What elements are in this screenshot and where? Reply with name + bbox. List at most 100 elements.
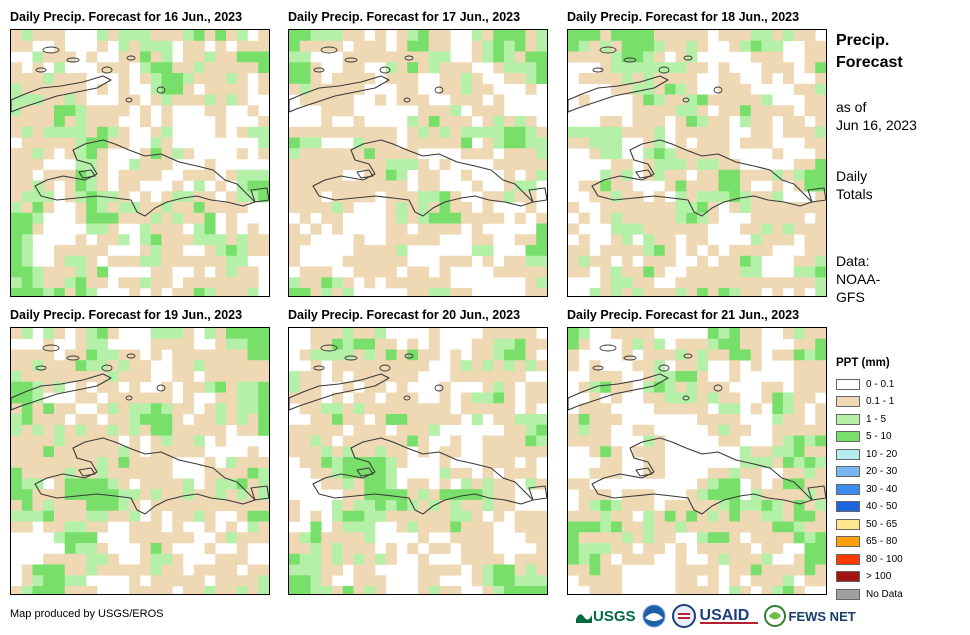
precip-cell [729,414,741,426]
precip-cell [664,288,676,296]
precip-cell [793,521,805,533]
precip-cell [536,169,547,181]
precip-cell [815,532,826,544]
precip-cell [418,553,430,565]
precip-cell [364,277,376,289]
precip-cell [772,478,784,490]
precip-cell [204,73,216,85]
precip-cell [161,543,173,555]
precip-cell [64,126,76,138]
precip-cell [439,403,451,415]
precip-cell [407,94,419,106]
legend-swatch [836,448,860,460]
precip-cell [772,575,784,587]
precip-cell [161,255,173,267]
precip-cell [43,403,55,415]
precip-cell [686,371,698,383]
precip-cell [664,169,676,181]
precip-cell [729,288,741,296]
precip-cell [750,105,762,117]
precip-cell [75,543,87,555]
precip-cell [21,83,33,95]
precip-cell [172,360,184,372]
precip-cell [514,137,526,149]
precip-cell [632,277,644,289]
precip-cell [215,338,227,350]
precip-cell [783,62,795,74]
precip-cell [686,245,698,257]
precip-cell [129,435,141,447]
precip-cell [107,360,119,372]
precip-cell [299,73,311,85]
precip-cell [342,360,354,372]
precip-cell [161,500,173,512]
precip-cell [364,392,376,404]
precip-cell [299,180,311,192]
precip-cell [258,73,269,85]
precip-cell [183,381,195,393]
precip-cell [140,212,152,224]
precip-cell [611,51,623,63]
precip-cell [536,381,547,393]
precip-cell [718,105,730,117]
precip-cell [600,510,612,522]
precip-cell [161,245,173,257]
precip-cell [86,371,98,383]
precip-cell [578,424,590,436]
precip-cell [299,288,311,296]
precip-cell [321,532,333,544]
precip-cell [686,586,698,594]
precip-cell [172,371,184,383]
precip-cell [418,288,430,296]
precip-cell [310,288,322,296]
precip-cell [471,148,483,160]
precip-cell [697,191,709,203]
precip-cell [385,478,397,490]
precip-cell [64,94,76,106]
precip-cell [161,83,173,95]
precip-cell [364,371,376,383]
precip-cell [621,40,633,52]
precip-cell [525,266,537,278]
precip-cell [772,40,784,52]
precip-cell [236,360,248,372]
precip-cell [64,521,76,533]
precip-cell [783,446,795,458]
precip-cell [215,349,227,361]
precip-cell [64,532,76,544]
precip-cell [643,202,655,214]
precip-cell [64,105,76,117]
precip-cell [118,349,130,361]
precip-cell [428,137,440,149]
precip-cell [107,328,119,340]
precip-cell [396,245,408,257]
precip-cell [568,51,580,63]
precip-cell [215,234,227,246]
precip-cell [258,360,269,372]
precip-cell [525,349,537,361]
precip-cell [772,543,784,555]
precip-cell [428,277,440,289]
precip-cell [783,532,795,544]
precip-cell [686,191,698,203]
precip-cell [493,40,505,52]
precip-cell [97,159,109,171]
precip-cell [815,234,826,246]
precip-cell [740,424,752,436]
legend-swatch [836,431,860,442]
precip-cell [740,94,752,106]
precip-cell [310,349,322,361]
precip-cell [643,234,655,246]
precip-cell [310,424,322,436]
precip-cell [600,148,612,160]
precip-cell [654,73,666,85]
legend-swatch [836,466,860,477]
precip-cell [729,266,741,278]
precip-cell [804,392,816,404]
precip-cell [578,553,590,565]
precip-cell [183,435,195,447]
precip-cell [140,543,152,555]
precip-cell [439,30,451,42]
precip-cell [686,159,698,171]
precip-cell [299,126,311,138]
